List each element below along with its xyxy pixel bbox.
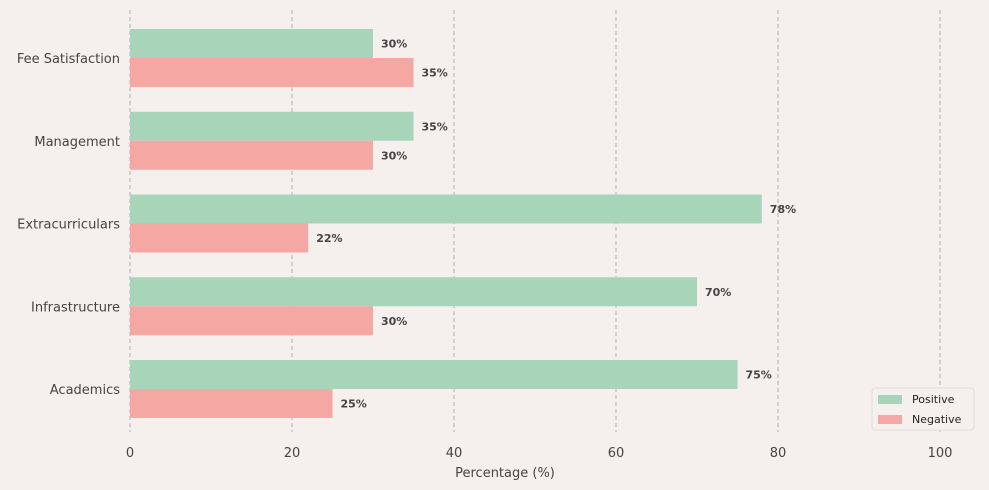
label-layer: 75% 25% 70% 30% 78% 22% 35% 30% 30% 35% [316,38,796,411]
bar-positive [130,360,738,389]
bar-positive [130,194,762,224]
legend-swatch-negative [878,415,902,424]
data-label: 78% [770,203,796,216]
legend: Positive Negative [871,387,975,431]
bar-negative [130,223,309,253]
x-axis-title: Percentage (%) [455,466,555,481]
data-label: 25% [341,398,367,411]
bar-positive [130,29,373,58]
y-tick-label: Extracurriculars [17,218,120,233]
bar-positive [130,277,697,307]
x-tick-label: 40 [446,446,463,461]
y-tick-label: Fee Satisfaction [17,52,120,67]
bar-negative [130,306,373,336]
legend-swatch-positive [878,395,902,404]
y-tick-label: Academics [50,383,120,398]
axis-layer: Percentage (%) 0 20 40 60 80 100 Academics Infr… [17,52,953,481]
bar-negative [130,140,373,170]
x-tick-label: 80 [770,446,787,461]
x-tick-label: 60 [608,446,625,461]
x-tick-label: 100 [928,446,953,461]
bar-layer [130,29,762,418]
data-label: 70% [705,286,731,299]
data-label: 22% [316,232,342,245]
bar-positive [130,111,414,141]
legend-label: Negative [912,413,962,426]
data-label: 75% [746,369,772,382]
bar-negative [130,58,414,87]
y-tick-label: Infrastructure [31,300,120,315]
data-label: 35% [422,120,448,133]
x-tick-label: 20 [284,446,301,461]
bar-negative [130,389,333,418]
y-tick-label: Management [34,135,120,150]
data-label: 30% [381,38,407,51]
data-label: 35% [422,67,448,80]
data-label: 30% [381,315,407,328]
x-tick-label: 0 [126,446,134,461]
legend-label: Positive [912,393,955,406]
data-label: 30% [381,149,407,162]
